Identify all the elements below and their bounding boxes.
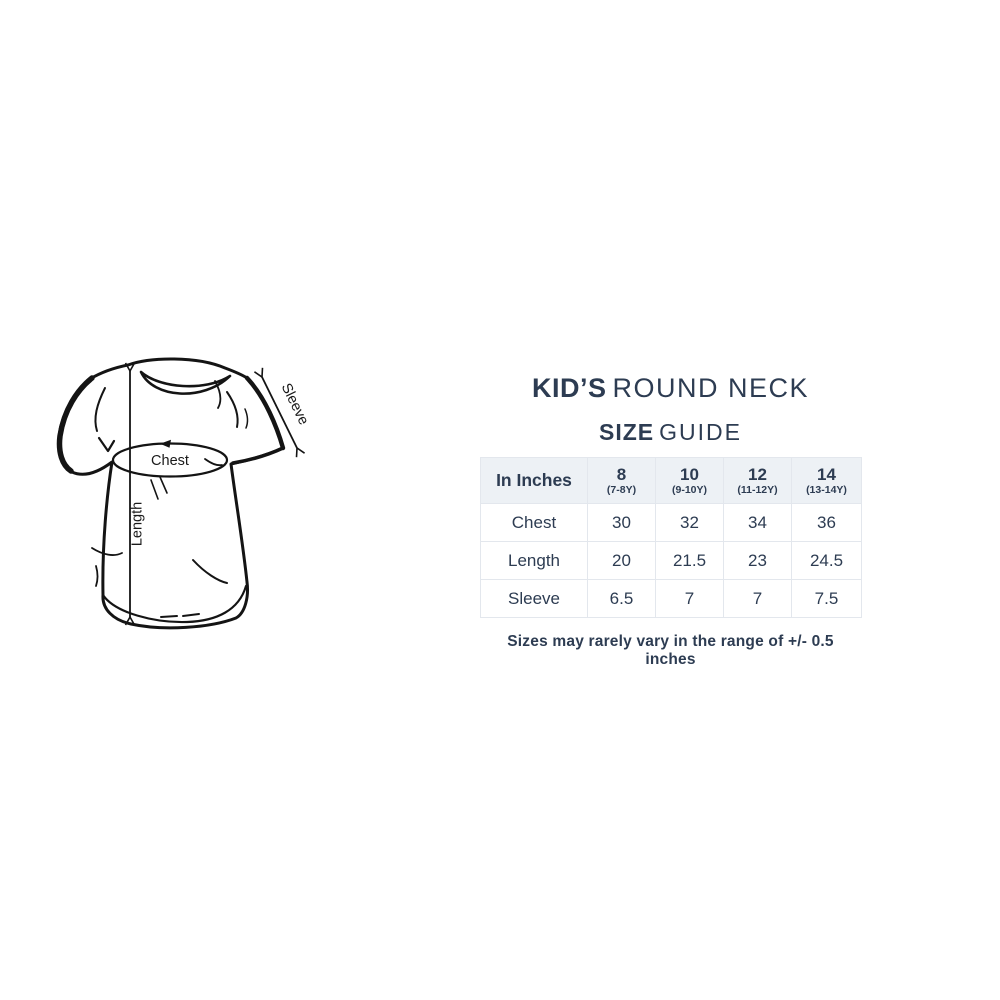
size-col-header-12: 12 (11-12Y) [723,457,792,504]
unit-header-cell: In Inches [480,457,588,504]
size-number: 10 [680,465,699,484]
age-range: (11-12Y) [737,484,778,496]
size-value: 23 [723,541,792,580]
title-bold: KID’S [531,373,607,403]
size-number: 8 [616,465,627,484]
page-subtitle: SIZE GUIDE [480,420,861,444]
size-guide-panel: KID’S ROUND NECK SIZE GUIDE In Inches 8 (7… [480,374,862,669]
size-value: 7.5 [791,579,862,618]
size-value: 36 [791,503,862,542]
size-value: 7 [723,579,792,618]
title-light: ROUND NECK [612,373,810,403]
size-value: 24.5 [791,541,862,580]
subtitle-light: GUIDE [659,419,742,445]
tshirt-measurement-diagram: Length Chest Sleeve [55,352,315,644]
size-col-header-14: 14 (13-14Y) [791,457,862,504]
size-value: 32 [655,503,724,542]
length-label: Length [130,502,146,546]
size-value: 6.5 [587,579,656,618]
row-label: Chest [480,503,588,542]
subtitle-bold: SIZE [599,419,655,445]
size-table-header-row: In Inches 8 (7-8Y) 10 (9-10Y) 12 (11-12Y… [480,457,862,504]
age-range: (13-14Y) [806,484,847,496]
row-label: Sleeve [480,579,588,618]
page-title: KID’S ROUND NECK [480,374,861,402]
tshirt-left-sleeve-edge [56,375,95,474]
sleeve-measure-line [253,367,306,458]
size-number: 12 [748,465,767,484]
size-number: 14 [817,465,836,484]
tshirt-outline [57,357,285,630]
chest-arrow-icon [160,439,171,448]
table-row-sleeve: Sleeve 6.5 7 7 7.5 [480,579,862,618]
size-col-header-8: 8 (7-8Y) [587,457,656,504]
size-value: 34 [723,503,792,542]
age-range: (7-8Y) [606,484,637,496]
chest-label: Chest [151,453,189,469]
tshirt-collar [139,370,232,395]
size-variance-note: Sizes may rarely vary in the range of +/… [507,633,834,668]
size-value: 21.5 [655,541,724,580]
size-value: 30 [587,503,656,542]
tshirt-drawing: Length Chest Sleeve [56,357,312,630]
size-value: 20 [587,541,656,580]
row-label: Length [480,541,588,580]
age-range: (9-10Y) [671,484,707,496]
tshirt-fold-lines [91,380,249,624]
size-col-header-10: 10 (9-10Y) [655,457,724,504]
table-row-length: Length 20 21.5 23 24.5 [480,541,862,580]
table-row-chest: Chest 30 32 34 36 [480,503,862,542]
size-table: In Inches 8 (7-8Y) 10 (9-10Y) 12 (11-12Y… [480,457,862,618]
size-value: 7 [655,579,724,618]
